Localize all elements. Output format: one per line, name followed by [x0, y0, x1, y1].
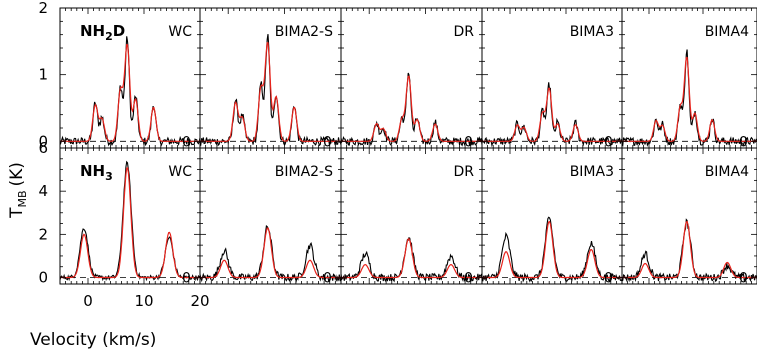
model-fit-line: [482, 87, 622, 142]
y-tick-label: 0: [38, 132, 48, 150]
panel-source-label: WC: [168, 164, 192, 180]
observed-spectrum-line: [199, 225, 342, 284]
panel-source-label: BIMA4: [705, 24, 749, 40]
x-axis-title: Velocity (km/s): [30, 330, 156, 350]
model-fit-line: [622, 220, 757, 279]
panels-layer: 0 1 2 WC 0 BIMA2-S 0 DR 0 BIMA3 0 BIMA4 0 NH2D 0 2 4 6 WC 0…: [38, 0, 757, 310]
model-fit-line: [341, 75, 482, 142]
model-fit-line: [60, 43, 200, 142]
panel-zero-label: 0: [604, 271, 613, 287]
spectrum-panel: BIMA3 0: [481, 7, 623, 150]
panel-zero-label: 0: [464, 134, 473, 150]
y-tick-label: 4: [38, 182, 48, 200]
panel-zero-label: 0: [739, 134, 748, 150]
panel-zero-label: 0: [323, 134, 332, 150]
observed-spectrum-line: [340, 237, 483, 283]
model-fit-line: [482, 220, 622, 279]
spectrum-panel: DR 0: [340, 147, 483, 287]
y-axis-title-sub: MB: [16, 190, 29, 207]
model-fit-line: [200, 41, 341, 142]
panel-source-label: WC: [168, 24, 192, 40]
y-tick-label: 0: [38, 269, 48, 287]
y-tick-label: 2: [38, 0, 48, 17]
observed-spectrum-line: [481, 216, 623, 283]
y-axis-title: TMB(K): [7, 162, 29, 219]
x-tick-label: 0: [83, 292, 93, 310]
spectrum-panel: WC 0: [59, 147, 201, 287]
spectrum-panel: DR 0: [340, 7, 483, 150]
model-fit-line: [200, 227, 341, 279]
y-tick-label: 2: [38, 225, 48, 243]
spectrum-panel: BIMA3 0: [481, 147, 623, 287]
molecule-label: NH2D: [80, 22, 125, 43]
panel-zero-label: 0: [464, 271, 473, 287]
model-fit-line: [60, 166, 200, 279]
panel-frame: [621, 147, 757, 285]
spectrum-panel: BIMA2-S 0: [199, 147, 342, 287]
spectrum-panel: BIMA4 0: [621, 7, 757, 150]
spectrum-panel: BIMA4 0: [621, 147, 757, 287]
panel-zero-label: 0: [182, 134, 191, 150]
panel-source-label: BIMA3: [570, 24, 614, 40]
model-fit-line: [341, 238, 482, 279]
panel-source-label: BIMA2-S: [275, 24, 333, 40]
y-tick-label: 6: [38, 139, 48, 157]
x-tick-label: 20: [190, 292, 209, 310]
model-fit-line: [622, 56, 757, 142]
observed-spectrum-line: [621, 218, 757, 283]
panel-zero-label: 0: [739, 271, 748, 287]
panel-zero-label: 0: [323, 271, 332, 287]
panel-source-label: BIMA3: [570, 164, 614, 180]
panel-zero-label: 0: [182, 271, 191, 287]
labels-layer: TMB(K) Velocity (km/s): [7, 162, 156, 350]
panel-source-label: BIMA4: [705, 164, 749, 180]
panel-zero-label: 0: [604, 134, 613, 150]
spectrum-panel: BIMA2-S 0: [199, 7, 342, 150]
panel-source-label: DR: [453, 164, 474, 180]
x-tick-label: 10: [134, 292, 153, 310]
molecule-label: NH3: [80, 162, 113, 183]
panel-source-label: DR: [453, 24, 474, 40]
panel-source-label: BIMA2-S: [275, 164, 333, 180]
y-tick-label: 1: [38, 66, 48, 84]
